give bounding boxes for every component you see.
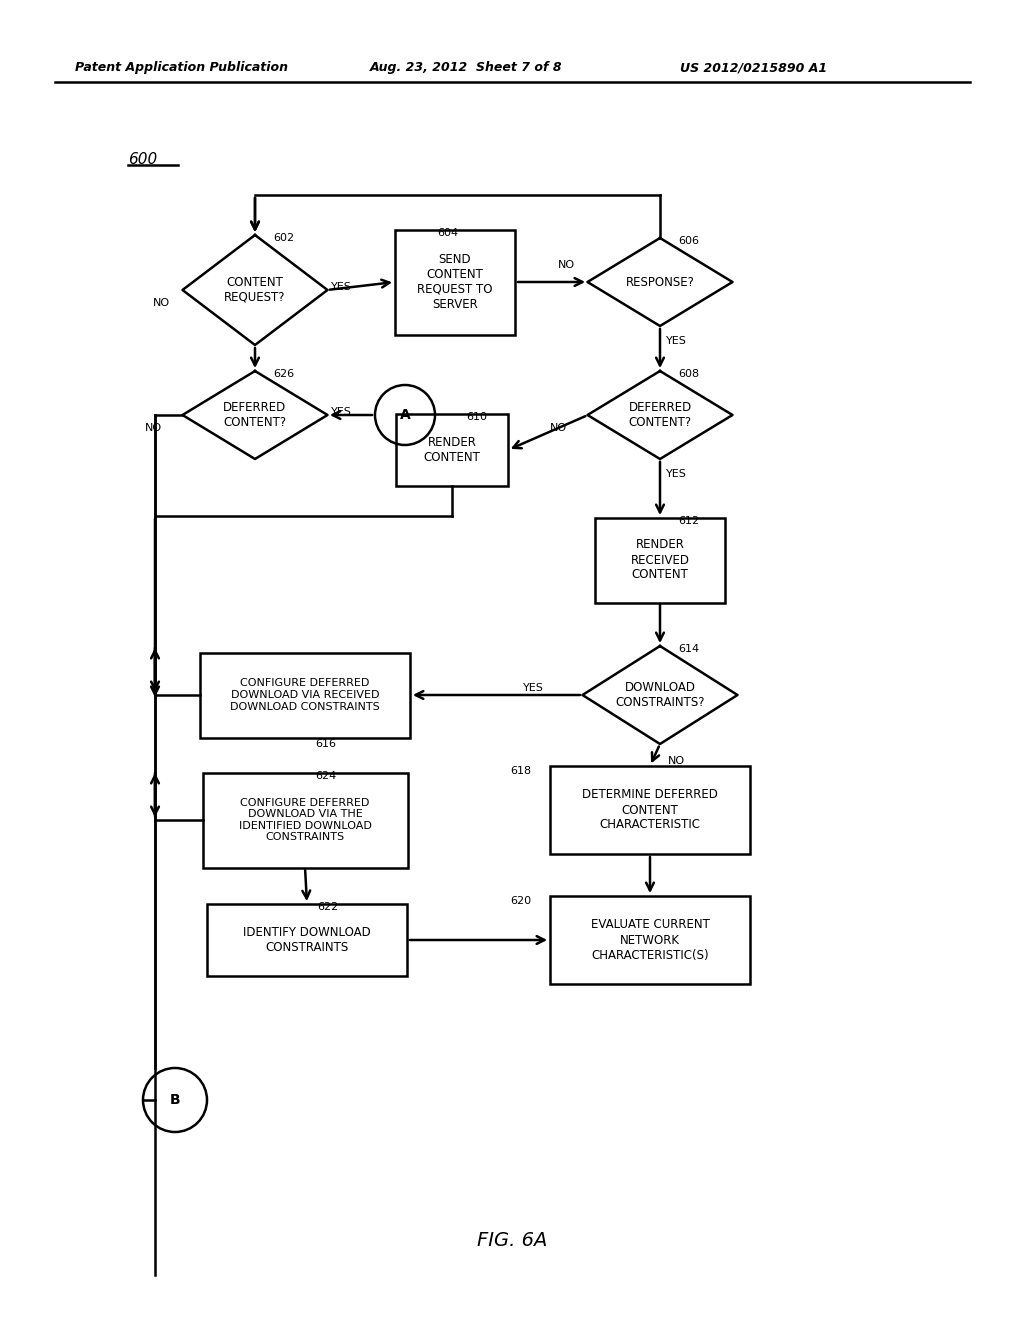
Bar — [200, 652, 410, 738]
Text: EVALUATE CURRENT
NETWORK
CHARACTERISTIC(S): EVALUATE CURRENT NETWORK CHARACTERISTIC(… — [591, 919, 710, 961]
Text: IDENTIFY DOWNLOAD
CONSTRAINTS: IDENTIFY DOWNLOAD CONSTRAINTS — [243, 927, 371, 954]
Text: 600: 600 — [128, 152, 158, 168]
Text: DETERMINE DEFERRED
CONTENT
CHARACTERISTIC: DETERMINE DEFERRED CONTENT CHARACTERISTI… — [582, 788, 718, 832]
Text: 626: 626 — [273, 370, 294, 379]
Text: 622: 622 — [317, 902, 338, 912]
Text: A: A — [399, 408, 411, 422]
Text: YES: YES — [666, 337, 687, 346]
Text: NO: NO — [145, 422, 162, 433]
Text: YES: YES — [331, 407, 352, 417]
Bar — [595, 517, 725, 602]
Text: Patent Application Publication: Patent Application Publication — [75, 62, 288, 74]
Text: CONFIGURE DEFERRED
DOWNLOAD VIA THE
IDENTIFIED DOWNLOAD
CONSTRAINTS: CONFIGURE DEFERRED DOWNLOAD VIA THE IDEN… — [239, 797, 372, 842]
Text: 602: 602 — [273, 234, 294, 243]
Text: 616: 616 — [315, 739, 336, 748]
Text: 614: 614 — [678, 644, 699, 653]
Text: 604: 604 — [437, 228, 458, 238]
Text: NO: NO — [558, 260, 575, 271]
Text: RESPONSE?: RESPONSE? — [626, 276, 694, 289]
Text: 608: 608 — [678, 370, 699, 379]
Text: 606: 606 — [678, 236, 699, 246]
Bar — [550, 766, 750, 854]
Text: NO: NO — [668, 756, 685, 766]
Text: B: B — [170, 1093, 180, 1107]
Text: FIG. 6A: FIG. 6A — [477, 1230, 547, 1250]
Bar — [396, 414, 508, 486]
Text: RENDER
RECEIVED
CONTENT: RENDER RECEIVED CONTENT — [631, 539, 689, 582]
Text: SEND
CONTENT
REQUEST TO
SERVER: SEND CONTENT REQUEST TO SERVER — [417, 253, 493, 312]
Text: DEFERRED
CONTENT?: DEFERRED CONTENT? — [223, 401, 287, 429]
Text: CONFIGURE DEFERRED
DOWNLOAD VIA RECEIVED
DOWNLOAD CONSTRAINTS: CONFIGURE DEFERRED DOWNLOAD VIA RECEIVED… — [230, 678, 380, 711]
Text: 610: 610 — [466, 412, 487, 422]
Bar — [203, 772, 408, 867]
Text: Aug. 23, 2012  Sheet 7 of 8: Aug. 23, 2012 Sheet 7 of 8 — [370, 62, 562, 74]
Text: DEFERRED
CONTENT?: DEFERRED CONTENT? — [629, 401, 691, 429]
Text: NO: NO — [153, 298, 170, 308]
Text: DOWNLOAD
CONSTRAINTS?: DOWNLOAD CONSTRAINTS? — [615, 681, 705, 709]
Text: 612: 612 — [678, 516, 699, 525]
Text: 618: 618 — [510, 766, 531, 776]
Text: YES: YES — [666, 469, 687, 479]
Text: 620: 620 — [510, 896, 531, 906]
Text: RENDER
CONTENT: RENDER CONTENT — [424, 436, 480, 465]
Bar — [207, 904, 407, 975]
Bar — [550, 896, 750, 983]
Bar — [395, 230, 515, 334]
Text: YES: YES — [523, 682, 544, 693]
Text: 624: 624 — [315, 771, 336, 781]
Text: US 2012/0215890 A1: US 2012/0215890 A1 — [680, 62, 827, 74]
Text: YES: YES — [331, 282, 352, 292]
Text: CONTENT
REQUEST?: CONTENT REQUEST? — [224, 276, 286, 304]
Text: NO: NO — [550, 422, 567, 433]
